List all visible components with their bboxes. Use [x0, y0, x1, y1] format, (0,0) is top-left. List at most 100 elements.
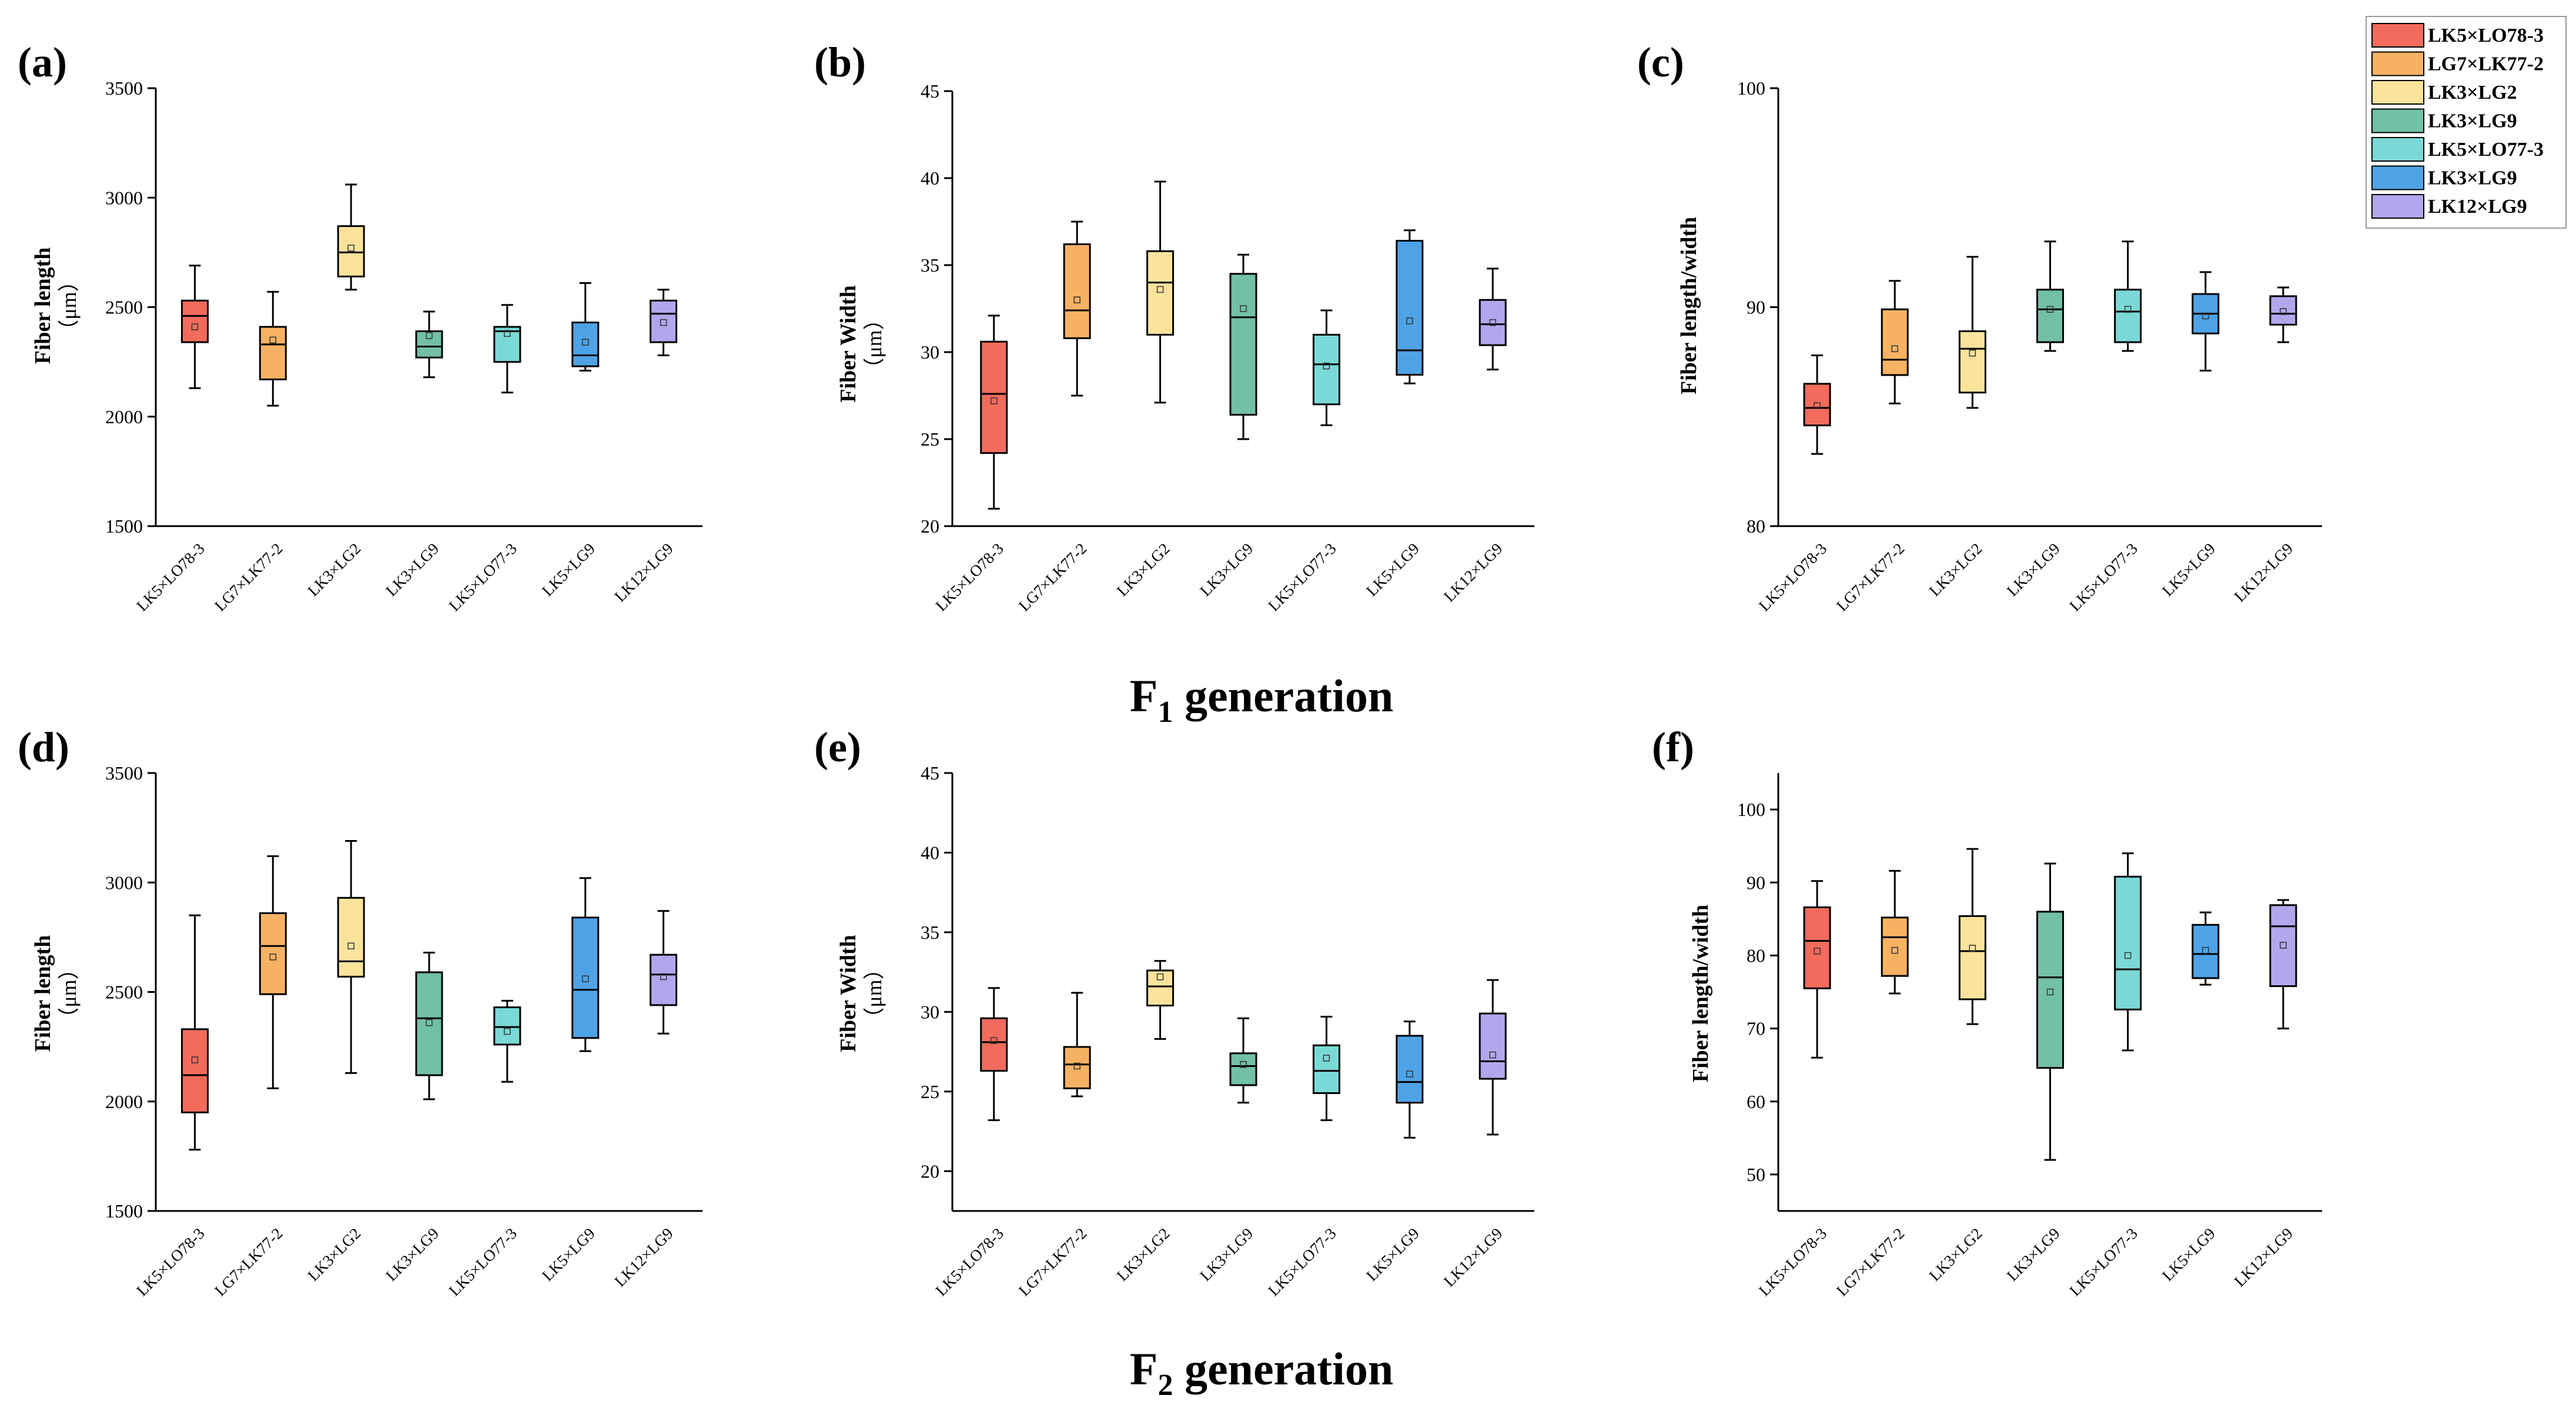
box-LK3×LG9	[415, 951, 443, 1100]
box-mean	[581, 339, 589, 346]
box-LK5×LG9	[2192, 911, 2220, 986]
box-LK5×LO77-3	[1312, 1015, 1340, 1122]
legend-label: LK3×LG9	[2428, 111, 2517, 132]
y-axis-title-text: Fiber Width	[836, 285, 861, 403]
box-mean	[347, 245, 354, 252]
box-iqr	[1958, 330, 1986, 394]
box-mean	[1240, 1061, 1247, 1068]
box-LG7×LK77-2	[259, 855, 287, 1089]
y-tick-label: 3000	[105, 187, 143, 208]
y-axis-title-text: Fiber length/width	[1677, 217, 1701, 394]
f1-generation-title: F1 generation	[1130, 670, 1393, 729]
legend-swatch	[2371, 194, 2424, 219]
box-LG7×LK77-2	[1063, 992, 1091, 1098]
box-LK5×LO77-3	[2114, 852, 2142, 1052]
y-tick-label: 25	[921, 1081, 939, 1102]
box-iqr	[1063, 243, 1091, 339]
box-mean	[426, 332, 433, 339]
y-tick-label: 2000	[105, 406, 143, 427]
box-LK3×LG9	[2036, 240, 2064, 352]
box-mean	[1240, 305, 1247, 312]
box-LK5×LG9	[1396, 229, 1424, 384]
box-LK5×LG9	[571, 282, 600, 372]
box-iqr	[650, 299, 678, 343]
box-iqr	[1146, 250, 1175, 336]
box-mean	[1489, 319, 1497, 326]
box-iqr	[980, 1017, 1008, 1072]
box-LK5×LO78-3	[180, 265, 209, 389]
legend-label: LK3×LG9	[2428, 168, 2517, 189]
box-mean	[660, 973, 667, 981]
box-LK5×LG9	[571, 877, 600, 1052]
box-LK5×LO77-3	[2114, 240, 2142, 352]
y-tick-label: 1500	[105, 1200, 143, 1222]
box-mean	[347, 942, 354, 950]
box-mean	[1814, 402, 1821, 409]
box-iqr	[2114, 289, 2142, 343]
box-iqr	[980, 340, 1008, 454]
box-iqr	[493, 1006, 521, 1046]
box-mean	[2202, 312, 2209, 320]
box-mean	[1969, 945, 1976, 952]
y-tick-label: 90	[1747, 872, 1765, 893]
y-tick-label: 40	[921, 168, 939, 189]
y-tick-label: 35	[921, 255, 939, 276]
y-tick-label: 2500	[105, 982, 143, 1003]
box-iqr	[2192, 924, 2220, 979]
box-mean	[191, 323, 199, 330]
box-iqr	[1478, 1012, 1507, 1080]
box-LK5×LO78-3	[1803, 354, 1831, 455]
box-mean	[1969, 349, 1976, 357]
y-tick-label: 25	[921, 429, 939, 450]
box-iqr	[571, 322, 600, 367]
y-tick-label: 40	[921, 842, 939, 863]
box-mean	[2202, 946, 2209, 954]
box-LK5×LO78-3	[180, 914, 209, 1151]
y-tick-label: 3500	[105, 762, 143, 784]
y-axis-title: Fiber length/width	[1677, 217, 1701, 394]
panel-label: (f)	[1652, 724, 1694, 771]
box-mean	[2124, 306, 2132, 313]
box-LK12×LG9	[650, 910, 678, 1035]
box-mean	[1406, 1070, 1413, 1078]
box-iqr	[1478, 299, 1507, 346]
box-LG7×LK77-2	[1881, 869, 1909, 995]
box-iqr	[1881, 308, 1909, 376]
y-tick-label: 45	[921, 81, 939, 102]
box-iqr	[2114, 875, 2142, 1011]
box-iqr	[1146, 969, 1175, 1007]
box-iqr	[1958, 915, 1986, 1001]
box-iqr	[2036, 911, 2064, 1069]
box-mean	[2280, 308, 2287, 315]
y-axis-title: Fiber length/width	[1688, 905, 1713, 1082]
box-iqr	[180, 299, 209, 343]
y-tick-label: 3000	[105, 872, 143, 893]
legend-label: LK5×LO77-3	[2428, 139, 2544, 160]
box-iqr	[337, 896, 365, 978]
legend-swatch	[2371, 23, 2424, 48]
y-axis-title: Fiber length（μm）	[31, 247, 81, 364]
box-mean	[1489, 1051, 1497, 1059]
box-mean	[660, 319, 667, 326]
box-iqr	[1312, 1044, 1340, 1095]
legend-swatch	[2371, 108, 2424, 133]
box-mean	[581, 975, 589, 982]
box-LK3×LG9	[2036, 862, 2064, 1161]
box-mean	[1891, 946, 1898, 954]
box-iqr	[493, 326, 521, 363]
box-iqr	[1312, 333, 1340, 406]
box-iqr	[1396, 240, 1424, 376]
box-iqr	[2269, 295, 2297, 326]
box-mean	[426, 1019, 433, 1026]
box-iqr	[180, 1028, 209, 1113]
panel-label: (c)	[1637, 39, 1684, 86]
box-mean	[191, 1056, 199, 1063]
y-tick-label: 80	[1747, 945, 1765, 966]
box-LK3×LG9	[1229, 1017, 1257, 1104]
box-LK5×LO78-3	[980, 987, 1008, 1122]
y-axis-title: Fiber Width（μm）	[836, 935, 886, 1052]
y-tick-label: 60	[1747, 1091, 1765, 1112]
box-mean	[1156, 286, 1164, 293]
box-iqr	[1396, 1035, 1424, 1104]
y-axis-title: Fiber length（μm）	[31, 935, 81, 1052]
